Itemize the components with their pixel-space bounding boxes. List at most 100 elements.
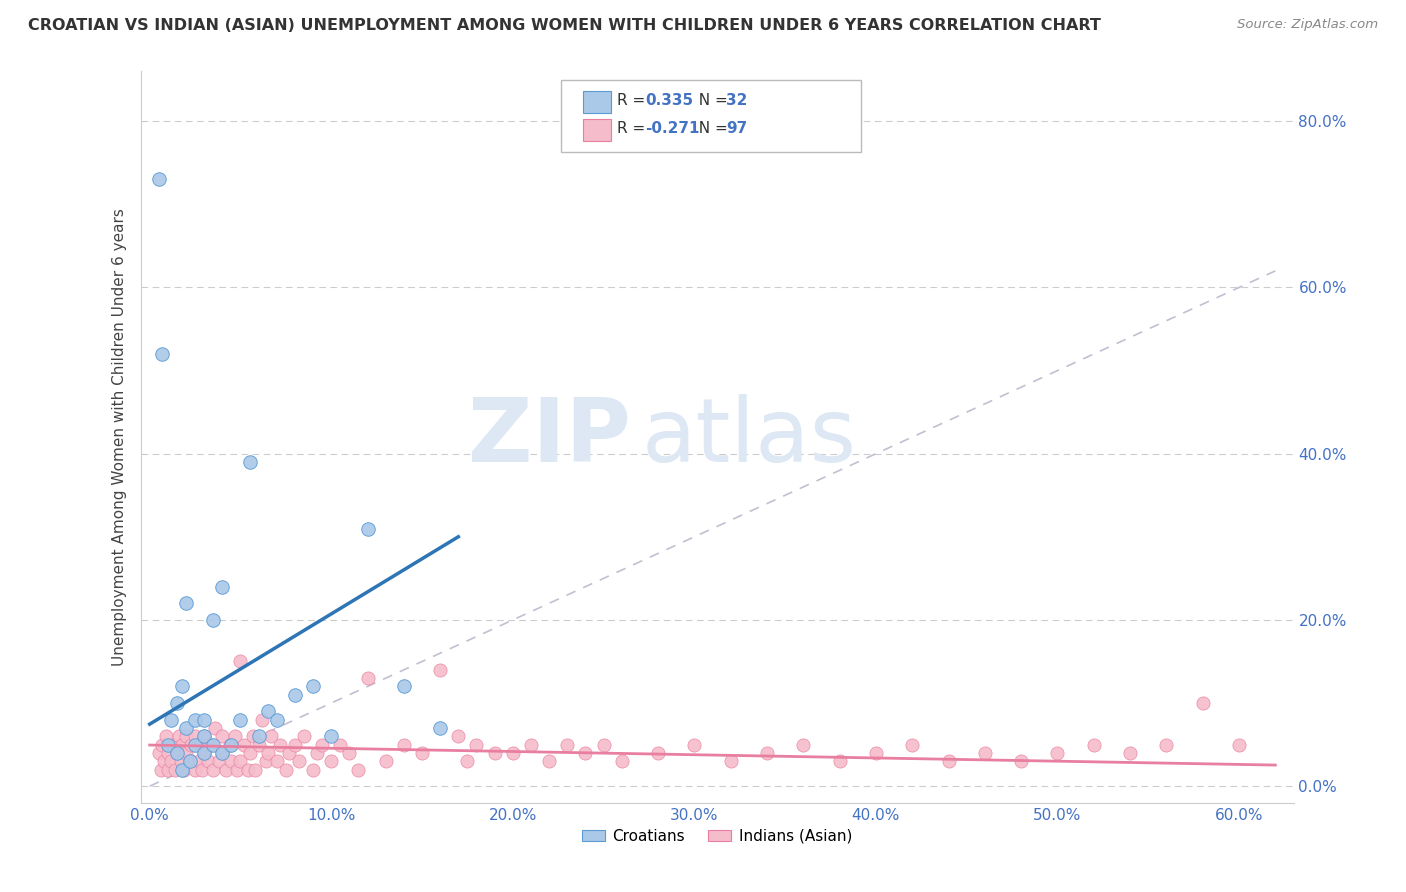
Point [242, 729, 264, 743]
Text: 32: 32 [727, 93, 748, 108]
Point [266, 754, 288, 768]
Point [221, 738, 243, 752]
Point [233, 738, 256, 752]
Point [1156, 738, 1178, 752]
Text: -0.271: -0.271 [645, 121, 700, 136]
Point [266, 713, 288, 727]
Point [610, 754, 633, 768]
Point [260, 729, 283, 743]
Text: R =: R = [617, 93, 650, 108]
Point [520, 738, 543, 752]
Point [243, 763, 266, 777]
Point [211, 729, 233, 743]
Point [179, 754, 201, 768]
Point [198, 738, 221, 752]
Point [238, 746, 260, 760]
Point [538, 754, 561, 768]
Point [211, 580, 233, 594]
Text: atlas: atlas [643, 393, 858, 481]
Y-axis label: Unemployment Among Women with Children Under 6 years: Unemployment Among Women with Children U… [111, 208, 127, 666]
Point [148, 172, 170, 186]
Text: Source: ZipAtlas.com: Source: ZipAtlas.com [1237, 18, 1378, 31]
Point [204, 721, 226, 735]
Point [429, 663, 451, 677]
Point [149, 763, 172, 777]
Point [202, 763, 225, 777]
Point [292, 729, 315, 743]
Point [356, 671, 378, 685]
Point [278, 746, 301, 760]
Point [172, 738, 194, 752]
Point [574, 746, 596, 760]
Point [284, 688, 307, 702]
Point [720, 754, 742, 768]
Point [901, 738, 924, 752]
Point [252, 713, 274, 727]
Text: 97: 97 [727, 121, 748, 136]
Point [150, 738, 173, 752]
Point [229, 754, 252, 768]
Point [172, 680, 194, 694]
FancyBboxPatch shape [583, 91, 612, 113]
Point [211, 746, 233, 760]
Point [938, 754, 960, 768]
Point [211, 746, 233, 760]
Point [202, 613, 225, 627]
Point [156, 763, 179, 777]
Text: CROATIAN VS INDIAN (ASIAN) UNEMPLOYMENT AMONG WOMEN WITH CHILDREN UNDER 6 YEARS : CROATIAN VS INDIAN (ASIAN) UNEMPLOYMENT … [28, 18, 1101, 33]
Point [229, 655, 252, 669]
Text: N =: N = [689, 121, 733, 136]
Point [229, 713, 252, 727]
Point [174, 721, 197, 735]
Point [193, 729, 215, 743]
Point [174, 746, 197, 760]
Point [155, 729, 177, 743]
Point [187, 754, 209, 768]
Point [224, 729, 246, 743]
Point [197, 754, 219, 768]
Point [218, 738, 240, 752]
Point [193, 746, 215, 760]
Point [269, 738, 291, 752]
Point [165, 763, 187, 777]
Point [184, 763, 207, 777]
Point [184, 713, 207, 727]
Point [339, 746, 361, 760]
Point [166, 746, 188, 760]
Point [647, 746, 669, 760]
Point [208, 754, 231, 768]
Point [160, 713, 183, 727]
Point [683, 738, 706, 752]
Point [172, 763, 194, 777]
Point [225, 763, 247, 777]
Point [221, 754, 243, 768]
Point [174, 596, 197, 610]
Point [792, 738, 814, 752]
Point [193, 729, 215, 743]
Point [1227, 738, 1250, 752]
Point [484, 746, 506, 760]
Point [254, 754, 277, 768]
Point [236, 763, 259, 777]
Point [184, 738, 207, 752]
Point [311, 738, 333, 752]
Point [193, 746, 215, 760]
Point [465, 738, 488, 752]
Point [756, 746, 779, 760]
Point [411, 746, 433, 760]
Point [193, 713, 215, 727]
Point [392, 738, 415, 752]
Point [191, 763, 214, 777]
Point [429, 721, 451, 735]
Point [148, 746, 170, 760]
Point [173, 763, 195, 777]
Point [174, 729, 197, 743]
FancyBboxPatch shape [583, 119, 612, 141]
Point [247, 738, 270, 752]
Text: ZIP: ZIP [468, 393, 630, 481]
Point [160, 754, 183, 768]
Point [169, 754, 191, 768]
Point [256, 705, 278, 719]
Point [392, 680, 415, 694]
Point [153, 754, 176, 768]
